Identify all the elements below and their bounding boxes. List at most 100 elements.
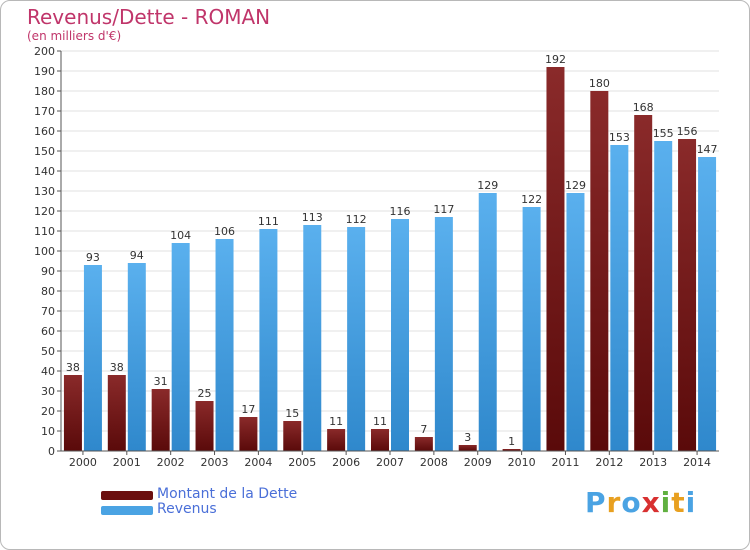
data-label-revenue: 94 [130,249,144,262]
data-label-debt: 17 [241,403,255,416]
x-tick-label: 2007 [376,456,404,469]
x-axis: 2000 2001 2002 2003 2004 2005 2006 2007 2008 2009… [61,450,719,469]
data-label-debt: 192 [545,53,566,66]
data-label-debt: 180 [589,77,610,90]
bar-revenue [215,239,234,451]
x-tick-label: 2010 [508,456,536,469]
data-label-revenue: 129 [477,179,498,192]
logo-letter: P [585,486,607,519]
data-label-revenue: 113 [302,211,323,224]
bar-debt [371,429,389,451]
data-label-debt: 31 [154,375,168,388]
x-tick-label: 2006 [332,456,360,469]
logo-letter: t [671,486,686,519]
bar-revenue [303,225,322,451]
x-tick-label: 2013 [639,456,667,469]
y-tick-label: 40 [41,365,55,378]
bar-debt [327,429,346,451]
data-label-debt: 38 [110,361,124,374]
data-label-revenue: 104 [170,229,191,242]
y-tick-label: 170 [34,105,55,118]
data-label-revenue: 153 [609,131,630,144]
data-label-debt: 11 [329,415,343,428]
bar-revenue [698,157,717,451]
bar-revenue [610,145,629,451]
chart-title: Revenus/Dette - ROMAN [27,5,271,29]
data-labels: 3893389431104251061711115113111121111671… [66,53,718,448]
y-tick-label: 50 [41,345,55,358]
data-label-debt: 1 [508,435,515,448]
bar-revenue [391,219,409,451]
x-tick-label: 2011 [551,456,579,469]
x-tick-label: 2009 [464,456,492,469]
data-label-revenue: 93 [86,251,100,264]
legend-label-revenue: Revenus [157,501,217,517]
data-label-revenue: 111 [258,215,279,228]
y-tick-label: 100 [34,245,55,258]
bar-revenue [127,263,146,451]
y-tick-label: 120 [34,205,55,218]
bar-revenue [522,207,541,451]
bar-debt [458,445,477,451]
y-tick-label: 160 [34,125,55,138]
x-tick-label: 2005 [288,456,316,469]
bar-debt [678,139,697,451]
y-axis: 0 10 20 30 40 50 60 70 80 90 100 110 120 130 140 150 160… [34,45,62,458]
data-label-debt: 15 [285,407,299,420]
x-tick-label: 2000 [69,456,97,469]
bar-revenue [347,227,366,451]
bar-revenue [566,193,585,451]
x-tick-label: 2014 [683,456,711,469]
data-label-revenue: 112 [346,213,367,226]
bar-debt [590,91,609,451]
legend-swatch-revenue [101,506,153,515]
y-tick-label: 10 [41,425,55,438]
legend-label-debt: Montant de la Dette [157,486,298,502]
data-label-debt: 11 [373,415,387,428]
bar-revenue [171,243,190,451]
data-label-revenue: 155 [653,127,674,140]
bar-debt [283,421,302,451]
bars [63,67,717,451]
data-label-debt: 38 [66,361,80,374]
data-label-revenue: 106 [214,225,235,238]
bar-debt [239,417,258,451]
bar-debt [634,115,653,451]
y-tick-label: 0 [48,445,55,458]
bar-debt [195,401,214,451]
bar-revenue [259,229,278,451]
logo-letter: o [621,486,642,519]
y-tick-label: 60 [41,325,55,338]
chart-subtitle: (en milliers d'€) [27,29,122,43]
data-label-revenue: 116 [390,205,411,218]
y-tick-label: 90 [41,265,55,278]
bar-debt [63,375,82,451]
data-label-revenue: 122 [521,193,542,206]
x-tick-label: 2002 [157,456,185,469]
y-tick-label: 130 [34,185,55,198]
data-label-debt: 156 [677,125,698,138]
legend-swatch-debt [101,491,153,500]
logo-letter: i [660,486,672,519]
data-label-revenue: 129 [565,179,586,192]
x-tick-label: 2004 [244,456,272,469]
y-tick-label: 70 [41,305,55,318]
y-tick-label: 200 [34,45,55,58]
y-tick-label: 110 [34,225,55,238]
bar-debt [546,67,565,451]
bar-revenue [478,193,497,451]
bar-debt [151,389,170,451]
y-tick-label: 30 [41,385,55,398]
data-label-debt: 3 [464,431,471,444]
logo-letter: i [685,486,697,519]
data-label-debt: 25 [198,387,212,400]
data-label-revenue: 117 [433,203,454,216]
data-label-debt: 7 [420,423,427,436]
bar-debt [107,375,126,451]
bar-revenue [654,141,673,451]
proxiti-logo: Proxiti [585,486,696,519]
y-tick-label: 20 [41,405,55,418]
bar-debt [502,449,521,451]
